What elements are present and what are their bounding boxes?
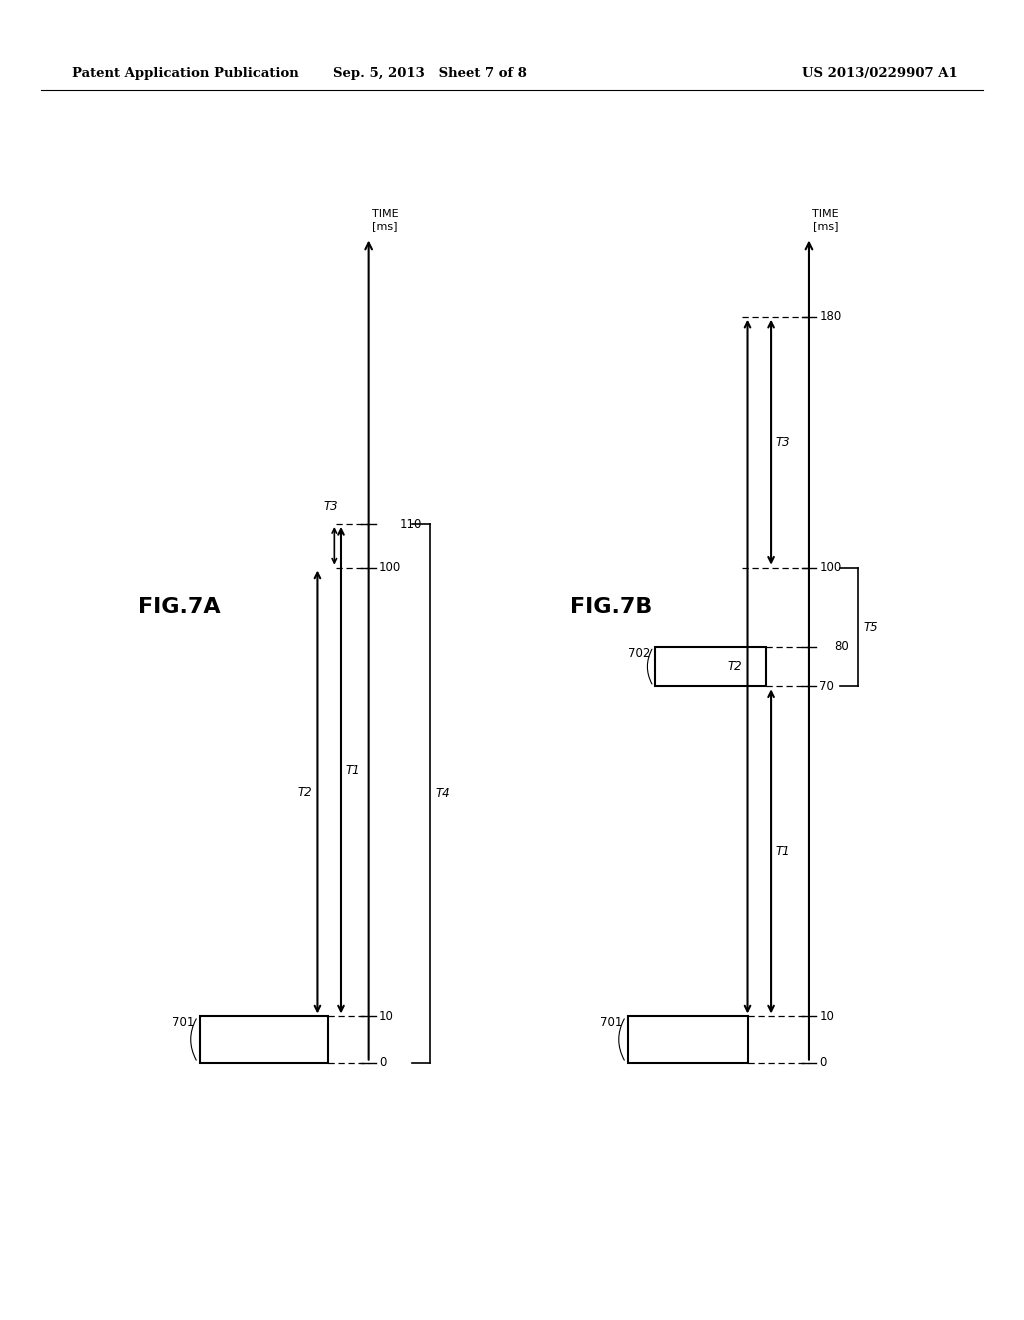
Text: TIME
[ms]: TIME [ms]: [372, 210, 398, 231]
Text: 100: 100: [379, 561, 401, 574]
Text: TIME
[ms]: TIME [ms]: [812, 210, 839, 231]
Text: T1: T1: [775, 845, 790, 858]
Text: 0: 0: [819, 1056, 826, 1069]
Text: 70: 70: [819, 680, 835, 693]
Text: Patent Application Publication: Patent Application Publication: [72, 67, 298, 81]
Bar: [200, 1016, 328, 1063]
Text: 180: 180: [819, 310, 842, 323]
Text: 100: 100: [819, 561, 842, 574]
Text: T2: T2: [728, 660, 742, 673]
Text: T3: T3: [775, 436, 790, 449]
Text: US 2013/0229907 A1: US 2013/0229907 A1: [802, 67, 957, 81]
Text: 701: 701: [172, 1016, 195, 1030]
Text: Sep. 5, 2013   Sheet 7 of 8: Sep. 5, 2013 Sheet 7 of 8: [333, 67, 527, 81]
Text: FIG.7B: FIG.7B: [570, 597, 652, 618]
Bar: [655, 647, 766, 686]
Text: 110: 110: [399, 517, 422, 531]
Text: 0: 0: [379, 1056, 386, 1069]
Bar: [628, 1016, 748, 1063]
Text: T1: T1: [345, 764, 359, 776]
Text: T4: T4: [435, 787, 450, 800]
Text: 702: 702: [628, 647, 650, 660]
Text: T2: T2: [298, 785, 312, 799]
Text: 10: 10: [819, 1010, 835, 1023]
Text: 701: 701: [600, 1016, 623, 1030]
Text: 80: 80: [835, 640, 849, 653]
Text: T5: T5: [863, 620, 878, 634]
Text: 10: 10: [379, 1010, 394, 1023]
Text: T3: T3: [324, 500, 339, 513]
Text: FIG.7A: FIG.7A: [138, 597, 220, 618]
